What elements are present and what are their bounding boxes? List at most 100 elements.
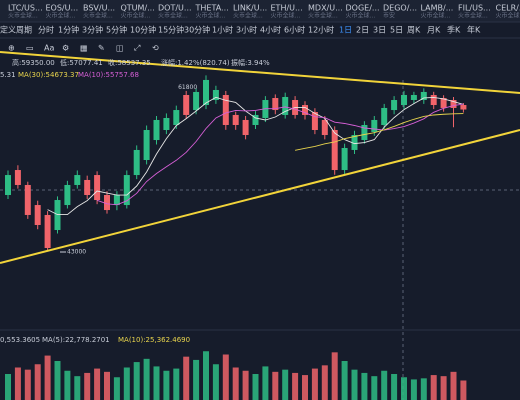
tool-icon[interactable]: ⚙: [62, 44, 69, 53]
info-high: 高:59350.00: [12, 58, 55, 67]
volume-bar: [222, 354, 229, 400]
period-button[interactable]: 年K: [467, 25, 481, 35]
volume-bar: [163, 370, 170, 400]
tab-name[interactable]: LTC/US...: [8, 4, 43, 13]
tab-name[interactable]: FIL/US...: [458, 4, 491, 13]
vol-cut: 0,553.3605: [0, 336, 40, 344]
tab-sub[interactable]: 火币全球...: [308, 12, 338, 20]
period-button[interactable]: 6小时: [284, 25, 305, 35]
volume-bar: [203, 351, 209, 400]
tab-sub[interactable]: 火币全球...: [83, 12, 113, 20]
tab-sub[interactable]: 火币全球...: [196, 12, 226, 20]
tab-name[interactable]: THETA...: [195, 4, 229, 13]
volume-bar: [193, 359, 200, 400]
candle-body: [401, 94, 407, 106]
candle-body: [321, 119, 328, 136]
candle-body: [252, 114, 259, 125]
annotation-low: 43000: [67, 249, 86, 256]
tab-name[interactable]: LAMB/...: [421, 4, 454, 13]
volume-bar: [262, 366, 269, 400]
period-button[interactable]: 5分钟: [106, 25, 127, 35]
period-button[interactable]: 周K: [407, 26, 421, 35]
ma5-line: [47, 96, 464, 216]
period-button[interactable]: 4小时: [260, 25, 281, 35]
tab-name[interactable]: BSV/U...: [83, 4, 115, 13]
tab-sub[interactable]: 火币全球...: [421, 12, 451, 20]
tab-name[interactable]: DOGE/...: [346, 4, 380, 13]
tab-sub[interactable]: 火币全球...: [233, 12, 263, 20]
trend-line-upper: [0, 51, 520, 94]
period-button[interactable]: 1小时: [212, 25, 233, 35]
tool-icon[interactable]: Aa: [44, 44, 54, 53]
period-button[interactable]: 10分钟: [130, 25, 156, 35]
period-button[interactable]: 15分钟: [158, 25, 184, 35]
tool-icon[interactable]: ⊕: [8, 44, 15, 53]
tab-sub[interactable]: 火币全球...: [496, 12, 520, 20]
tab-name[interactable]: QTUM/...: [121, 4, 155, 13]
period-button[interactable]: 2日: [356, 26, 369, 35]
volume-bar: [94, 368, 101, 400]
tab-name[interactable]: DEGO/...: [383, 4, 417, 13]
tool-icon[interactable]: ✎: [98, 44, 105, 53]
tool-icon[interactable]: ▦: [80, 44, 88, 53]
period-button[interactable]: 3日: [373, 26, 386, 35]
period-button[interactable]: 1分钟: [58, 25, 79, 35]
info-change: 涨幅:1.42%(820.74): [161, 58, 230, 67]
tab-sub[interactable]: 火币全球...: [8, 12, 38, 20]
candle-body: [450, 100, 457, 108]
candle-body: [133, 149, 140, 176]
tab-name[interactable]: LINK/U...: [233, 4, 267, 13]
period-button[interactable]: 月K: [427, 26, 441, 35]
candle-body: [430, 94, 437, 106]
volume-bar: [450, 371, 457, 400]
tab-sub[interactable]: 火币全球...: [158, 12, 188, 20]
candle-body: [203, 79, 209, 106]
tab-name[interactable]: ETH/U...: [271, 4, 303, 13]
tab-name[interactable]: EOS/U...: [46, 4, 79, 13]
volume-bar: [391, 374, 398, 400]
tab-name[interactable]: CELR/...: [496, 4, 520, 13]
period-button[interactable]: 30分钟: [184, 25, 210, 35]
period-button[interactable]: 季K: [447, 25, 461, 35]
tab-sub[interactable]: 火币全球...: [346, 12, 376, 20]
period-button[interactable]: 3分钟: [82, 25, 103, 35]
period-button[interactable]: 5日: [390, 26, 403, 35]
candle-body: [361, 124, 368, 141]
candle-body: [143, 130, 150, 160]
tab-name[interactable]: DOT/U...: [158, 4, 192, 13]
period-button[interactable]: 1日: [339, 26, 352, 35]
candle-body: [351, 135, 358, 150]
tab-sub[interactable]: 火币全球...: [46, 12, 76, 20]
period-button[interactable]: 3小时: [236, 25, 257, 35]
candle-body: [391, 100, 398, 111]
period-button[interactable]: 定义周期: [0, 25, 32, 35]
candle-body: [311, 112, 318, 131]
candle-body: [153, 119, 160, 141]
tab-sub[interactable]: 火币全球...: [458, 12, 488, 20]
tab-sub[interactable]: 火币全球...: [121, 12, 151, 20]
volume-bar: [401, 377, 407, 400]
volume-bar: [252, 374, 259, 400]
volume-bar: [381, 370, 388, 400]
tab-sub[interactable]: 火币全球...: [271, 12, 301, 20]
volume-bar: [153, 366, 160, 400]
candle-body: [212, 89, 219, 101]
tool-icon[interactable]: ⟲: [152, 44, 159, 53]
candle-body: [222, 94, 229, 125]
period-button[interactable]: 12小时: [308, 25, 334, 35]
volume-bar: [104, 371, 110, 400]
volume-bar: [331, 352, 338, 400]
volume-bar: [5, 374, 11, 400]
volume-bar: [212, 364, 219, 400]
tab-name[interactable]: MDX/U...: [308, 4, 343, 13]
period-button[interactable]: 分时: [38, 25, 54, 35]
tool-icon[interactable]: ◫: [116, 44, 124, 53]
candle-body: [410, 94, 417, 101]
tool-icon[interactable]: ▭: [26, 44, 34, 53]
candle-body: [173, 110, 180, 125]
tool-icon[interactable]: ⤢: [133, 44, 140, 53]
candle-body: [5, 175, 11, 196]
volume-bar: [84, 372, 91, 400]
candle-body: [74, 175, 81, 185]
tab-sub[interactable]: 币安: [383, 12, 395, 20]
